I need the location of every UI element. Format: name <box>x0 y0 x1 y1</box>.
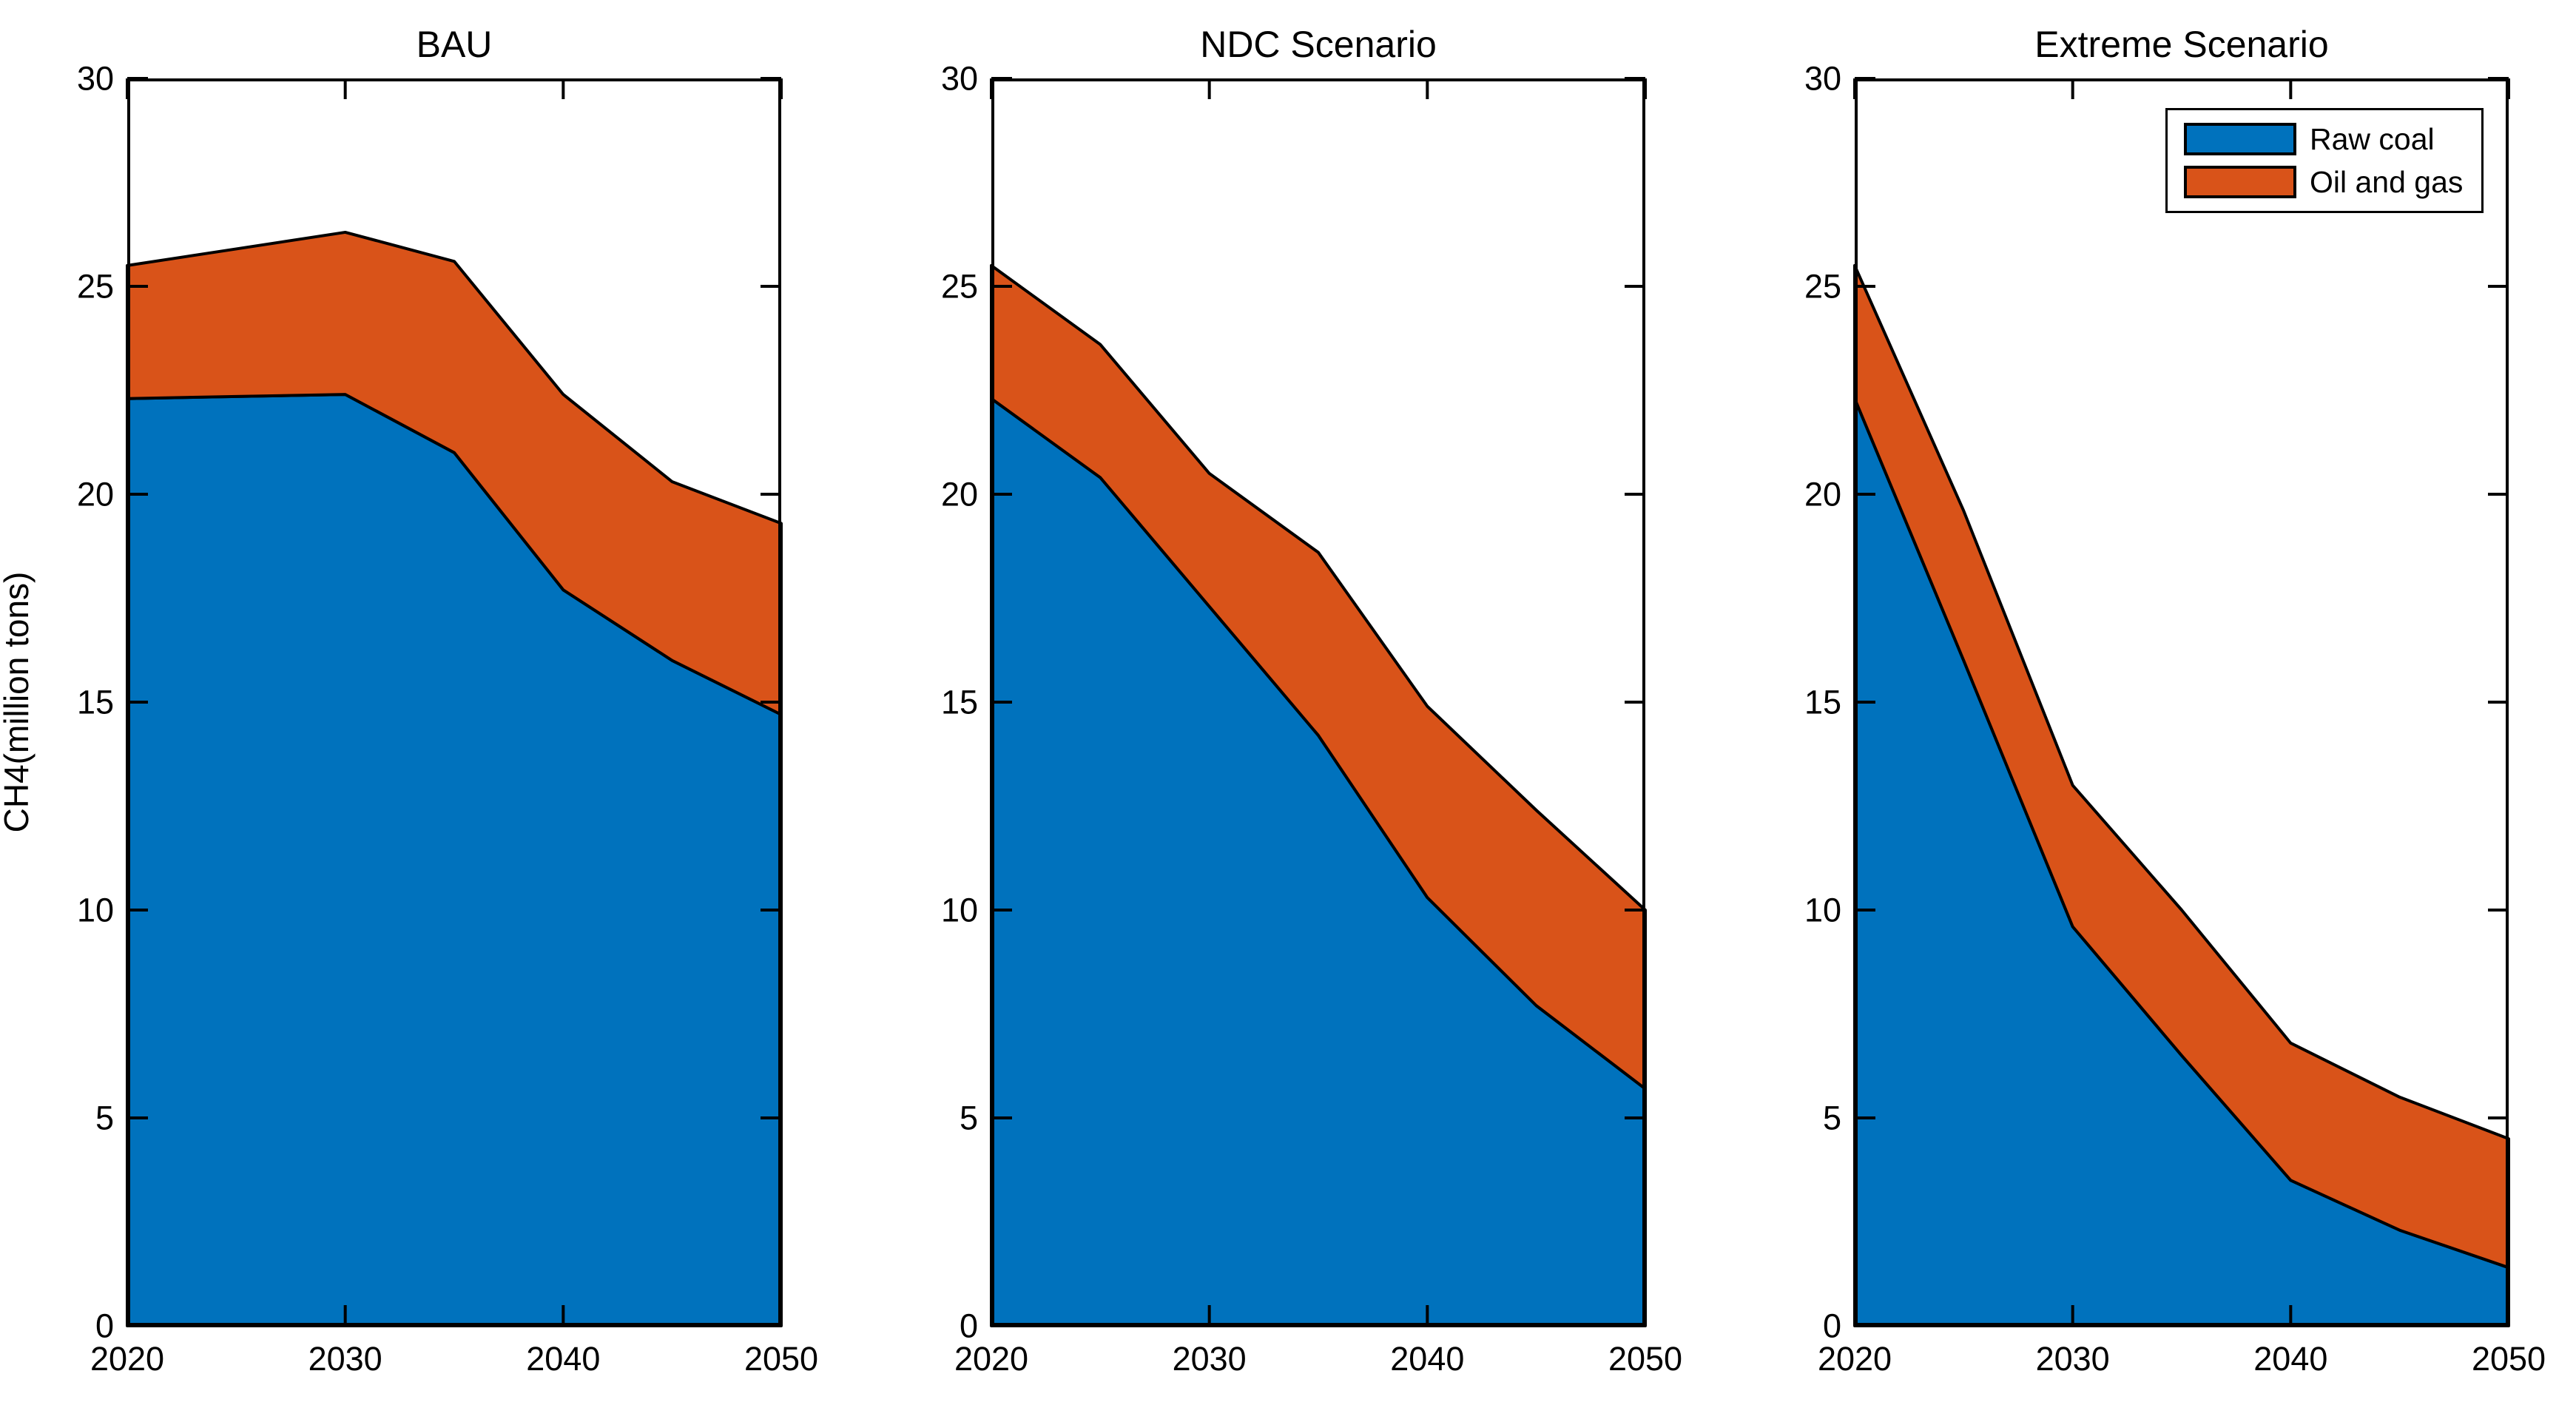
y-tick-label: 25 <box>76 267 114 306</box>
plot-area-extreme <box>1853 77 2510 1327</box>
x-tick-label: 2050 <box>2471 1340 2546 1378</box>
x-tick-label: 2020 <box>954 1340 1029 1378</box>
legend-item-raw-coal: Raw coal <box>2184 123 2481 155</box>
plot-area-bau <box>126 77 783 1327</box>
y-tick-label: 15 <box>940 683 978 721</box>
x-tick-label: 2030 <box>1172 1340 1247 1378</box>
legend-swatch-oil-and-gas <box>2184 166 2296 198</box>
y-tick-label: 5 <box>959 1099 978 1137</box>
x-tick-label: 2040 <box>526 1340 601 1378</box>
y-tick-label: 30 <box>1804 59 1841 98</box>
y-tick-label: 20 <box>1804 475 1841 513</box>
y-tick-label: 30 <box>76 59 114 98</box>
y-tick-label: 20 <box>76 475 114 513</box>
x-tick-label: 2050 <box>1608 1340 1683 1378</box>
y-tick-label: 5 <box>95 1099 114 1137</box>
y-tick-label: 15 <box>76 683 114 721</box>
legend-item-oil-and-gas: Oil and gas <box>2184 166 2481 198</box>
chart-ndc: NDC Scenario 0 5 10 15 20 25 30 2020 2030 2040 205… <box>941 24 1682 1375</box>
chart-extreme: Extreme Scenario Raw coal Oil and gas 0 5… <box>1804 24 2546 1375</box>
y-tick-label: 0 <box>95 1307 114 1345</box>
x-tick-label: 2040 <box>2253 1340 2328 1378</box>
plot-area-ndc <box>990 77 1647 1327</box>
y-tick-label: 20 <box>940 475 978 513</box>
legend: Raw coal Oil and gas <box>2165 108 2484 213</box>
chart-title-bau: BAU <box>416 24 493 65</box>
chart-title-extreme: Extreme Scenario <box>2034 24 2329 65</box>
x-tick-label: 2030 <box>308 1340 382 1378</box>
x-tick-label: 2020 <box>90 1340 165 1378</box>
x-tick-label: 2040 <box>1390 1340 1465 1378</box>
x-tick-label: 2030 <box>2035 1340 2110 1378</box>
y-tick-label: 10 <box>1804 891 1841 929</box>
y-tick-label: 30 <box>940 59 978 98</box>
y-tick-label: 0 <box>959 1307 978 1345</box>
y-tick-label: 5 <box>1822 1099 1841 1137</box>
y-axis-label: CH4(million tons) <box>0 571 36 833</box>
legend-label-oil-and-gas: Oil and gas <box>2310 165 2464 199</box>
chart-title-ndc: NDC Scenario <box>1200 24 1437 65</box>
y-tick-label: 15 <box>1804 683 1841 721</box>
y-tick-label: 10 <box>940 891 978 929</box>
x-tick-label: 2020 <box>1817 1340 1892 1378</box>
x-tick-label: 2050 <box>744 1340 819 1378</box>
y-tick-label: 0 <box>1822 1307 1841 1345</box>
chart-bau: BAU CH4(million tons) 0 5 10 15 20 25 30 2020 20… <box>0 24 818 1375</box>
y-tick-label: 25 <box>940 267 978 306</box>
y-tick-label: 25 <box>1804 267 1841 306</box>
legend-swatch-raw-coal <box>2184 123 2296 155</box>
legend-label-raw-coal: Raw coal <box>2310 122 2435 156</box>
y-tick-label: 10 <box>76 891 114 929</box>
